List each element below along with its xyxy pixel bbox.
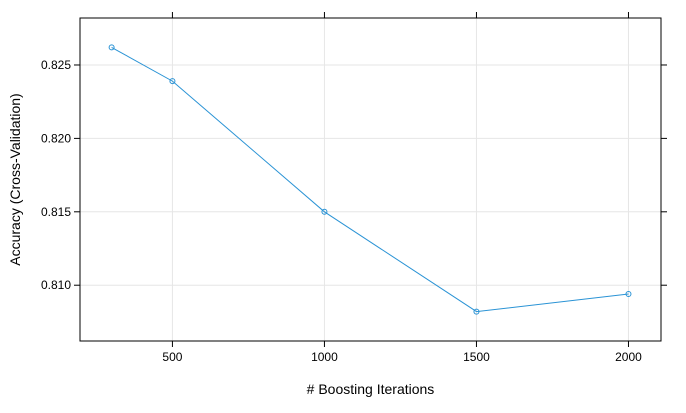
series-line (111, 46, 629, 313)
ticks-layer: 500 1000 1500 2000 0.810 0.815 0.820 0.825 (41, 12, 667, 364)
data-point (473, 308, 480, 315)
x-tick-label: 1500 (463, 350, 490, 364)
y-axis-title: Accuracy (Cross-Validation) (7, 93, 23, 265)
x-tick-label: 2000 (615, 350, 642, 364)
data-point (625, 291, 632, 298)
x-tick-label: 1000 (311, 350, 338, 364)
y-tick-label: 0.820 (41, 131, 71, 145)
y-tick-label: 0.825 (41, 58, 71, 72)
plot-panel (79, 17, 662, 342)
data-point (169, 78, 176, 85)
grid-layer (80, 18, 661, 341)
data-point (108, 44, 115, 51)
data-point (321, 208, 328, 215)
x-axis-title: # Boosting Iterations (307, 381, 435, 397)
x-tick-label: 500 (162, 350, 182, 364)
y-tick-label: 0.815 (41, 205, 71, 219)
series-layer (108, 44, 632, 315)
y-tick-label: 0.810 (41, 278, 71, 292)
